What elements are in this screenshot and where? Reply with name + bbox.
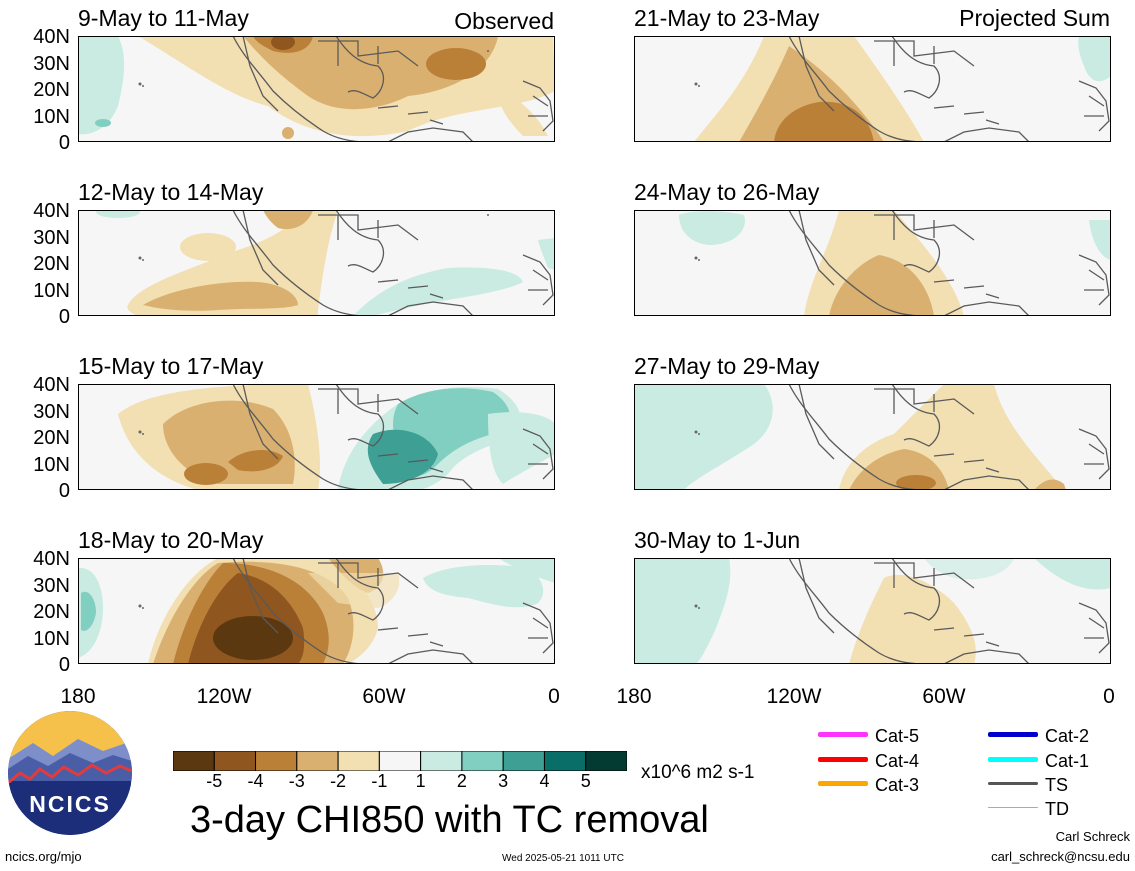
panel-title: 18-May to 20-May (78, 527, 264, 553)
tc-legend-label: Cat-1 (1045, 751, 1090, 771)
x-tick-label: 0 (548, 685, 560, 708)
colorbar-tick-label: -2 (330, 771, 347, 791)
colorbar-swatch (420, 751, 463, 771)
map-panel (634, 384, 1111, 490)
x-tick-label: 120W (196, 685, 252, 708)
panel-tag: Projected Sum (959, 5, 1110, 31)
footer-url: ncics.org/mjo (5, 849, 82, 864)
y-tick-label: 0 (58, 132, 70, 154)
map-panel (634, 558, 1111, 664)
y-tick-label: 30N (33, 400, 70, 423)
panel-title: 27-May to 29-May (634, 353, 820, 379)
y-tick-label: 30N (33, 226, 70, 249)
colorbar-tick-label: 4 (539, 771, 550, 791)
tc-legend-line (988, 807, 1038, 808)
colorbar-swatch (461, 751, 504, 771)
footer-author: Carl Schreck (1055, 829, 1130, 844)
colorbar-tick-label: -4 (247, 771, 264, 791)
y-tick-label: 0 (58, 306, 70, 328)
panel-title: 24-May to 26-May (634, 179, 820, 205)
map-panel (634, 36, 1111, 142)
colorbar-swatch (255, 751, 298, 771)
y-tick-label: 20N (33, 253, 70, 275)
ncics-logo: NCICS (8, 711, 132, 835)
tc-legend-label: Cat-4 (875, 751, 920, 771)
colorbar-tick-label: 2 (456, 771, 467, 791)
x-tick-label: 0 (1103, 685, 1115, 708)
colorbar-swatch (337, 751, 380, 771)
y-tick-label: 20N (33, 601, 70, 623)
panel-title: 21-May to 23-May (634, 5, 820, 31)
tc-legend-line (818, 757, 868, 762)
y-tick-label: 40N (33, 548, 70, 570)
x-tick-label: 180 (616, 685, 652, 708)
map-panel (78, 384, 555, 490)
panel-title: 9-May to 11-May (78, 5, 249, 31)
y-tick-label: 10N (33, 627, 70, 650)
map-panel (78, 210, 555, 316)
y-tick-label: 0 (58, 654, 70, 676)
colorbar-swatch (543, 751, 587, 771)
panel-title: 15-May to 17-May (78, 353, 264, 379)
x-tick-label: 120W (766, 685, 822, 708)
tc-legend-label: TD (1045, 799, 1069, 819)
tc-legend-line (988, 732, 1038, 737)
y-tick-label: 40N (33, 374, 70, 396)
footer-email: carl_schreck@ncsu.edu (991, 849, 1130, 864)
colorbar-swatch (173, 751, 215, 771)
colorbar-swatch (296, 751, 339, 771)
panel-tag: Observed (454, 8, 554, 34)
map-panel (78, 36, 555, 142)
tc-legend-line (988, 782, 1038, 785)
colorbar-tick-label: 5 (580, 771, 591, 791)
tc-legend-label: Cat-3 (875, 775, 920, 795)
tc-legend-label: Cat-5 (875, 726, 920, 746)
colorbar-swatch (585, 751, 627, 771)
logo-text: NCICS (29, 791, 111, 817)
colorbar-tick-label: -1 (371, 771, 388, 791)
panel-title: 12-May to 14-May (78, 179, 264, 205)
tc-legend-line (818, 781, 868, 786)
y-tick-label: 0 (58, 480, 70, 502)
tc-legend-line (818, 732, 868, 737)
logo-emblem-icon (8, 711, 132, 835)
main-title: 3-day CHI850 with TC removal (190, 799, 709, 841)
colorbar-tick-label: -5 (206, 771, 223, 791)
colorbar (173, 751, 627, 771)
colorbar-tick-label: 1 (415, 771, 426, 791)
colorbar-tick-label: 3 (498, 771, 509, 791)
y-tick-label: 40N (33, 200, 70, 222)
colorbar-swatch (378, 751, 422, 771)
y-tick-label: 30N (33, 52, 70, 75)
x-tick-label: 60W (922, 685, 966, 708)
colorbar-swatch (213, 751, 257, 771)
y-tick-label: 20N (33, 79, 70, 101)
y-tick-label: 10N (33, 279, 70, 302)
tc-legend-label: Cat-2 (1045, 726, 1090, 746)
y-tick-label: 10N (33, 453, 70, 476)
y-tick-label: 10N (33, 105, 70, 128)
tc-legend-line (988, 757, 1038, 762)
map-panel (634, 210, 1111, 316)
colorbar-swatch (502, 751, 545, 771)
footer-timestamp: Wed 2025-05-21 1011 UTC (502, 853, 624, 864)
colorbar-units: x10^6 m2 s-1 (641, 762, 755, 783)
tc-legend-label: TS (1045, 775, 1069, 795)
y-tick-label: 40N (33, 26, 70, 48)
y-tick-label: 30N (33, 574, 70, 597)
x-tick-label: 180 (60, 685, 96, 708)
y-tick-label: 20N (33, 427, 70, 449)
x-tick-label: 60W (362, 685, 406, 708)
panel-title: 30-May to 1-Jun (634, 527, 801, 553)
colorbar-tick-label: -3 (288, 771, 305, 791)
map-panel (78, 558, 555, 664)
